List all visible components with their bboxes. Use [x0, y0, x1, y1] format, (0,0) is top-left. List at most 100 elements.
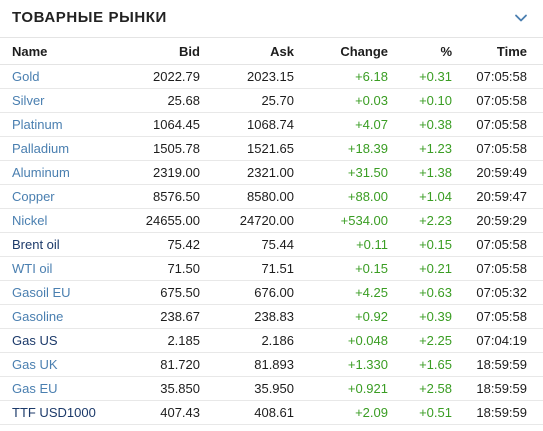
- time-value: 20:59:47: [452, 184, 543, 209]
- table-body: Gold 2022.79 2023.15 +6.18 +0.31 07:05:58 Silv…: [0, 64, 543, 425]
- change-value: +6.18: [294, 64, 388, 89]
- ask-value: 8580.00: [200, 184, 294, 209]
- percent-change-value: +0.10: [388, 88, 452, 113]
- table-row[interactable]: Brent oil 75.42 75.44 +0.11 +0.15 07:05:58: [0, 232, 543, 257]
- table-row[interactable]: Silver 25.68 25.70 +0.03 +0.10 07:05:58: [0, 88, 543, 113]
- table-row[interactable]: Gold 2022.79 2023.15 +6.18 +0.31 07:05:58: [0, 64, 543, 89]
- table-row[interactable]: WTI oil 71.50 71.51 +0.15 +0.21 07:05:58: [0, 256, 543, 281]
- column-header-ask[interactable]: Ask: [200, 38, 294, 65]
- commodity-name-link[interactable]: Gold: [0, 64, 100, 89]
- time-value: 07:04:19: [452, 328, 543, 353]
- table-row[interactable]: Gas UK 81.720 81.893 +1.330 +1.65 18:59:59: [0, 352, 543, 377]
- change-value: +0.11: [294, 232, 388, 257]
- bid-value: 238.67: [100, 304, 200, 329]
- table-header: Name Bid Ask Change % Time: [0, 38, 543, 65]
- commodity-name-link[interactable]: Gasoline: [0, 304, 100, 329]
- ask-value: 35.950: [200, 376, 294, 401]
- percent-change-value: +1.04: [388, 184, 452, 209]
- commodity-name-link[interactable]: Silver: [0, 88, 100, 113]
- ask-value: 238.83: [200, 304, 294, 329]
- ask-value: 676.00: [200, 280, 294, 305]
- time-value: 18:59:59: [452, 400, 543, 425]
- table-row[interactable]: Platinum 1064.45 1068.74 +4.07 +0.38 07:05:58: [0, 112, 543, 137]
- commodity-name-link[interactable]: Copper: [0, 184, 100, 209]
- bid-value: 675.50: [100, 280, 200, 305]
- bid-value: 1064.45: [100, 112, 200, 137]
- ask-value: 24720.00: [200, 208, 294, 233]
- time-value: 07:05:32: [452, 280, 543, 305]
- column-header-name[interactable]: Name: [0, 38, 100, 65]
- change-value: +88.00: [294, 184, 388, 209]
- ask-value: 81.893: [200, 352, 294, 377]
- table-row[interactable]: Gas US 2.185 2.186 +0.048 +2.25 07:04:19: [0, 328, 543, 353]
- change-value: +0.92: [294, 304, 388, 329]
- percent-change-value: +2.23: [388, 208, 452, 233]
- table-row[interactable]: Copper 8576.50 8580.00 +88.00 +1.04 20:59:47: [0, 184, 543, 209]
- ask-value: 75.44: [200, 232, 294, 257]
- commodity-name-link[interactable]: Gas UK: [0, 352, 100, 377]
- table-row[interactable]: Aluminum 2319.00 2321.00 +31.50 +1.38 20:59:4…: [0, 160, 543, 185]
- table-row[interactable]: Gasoline 238.67 238.83 +0.92 +0.39 07:05:58: [0, 304, 543, 329]
- commodity-name-link[interactable]: Platinum: [0, 112, 100, 137]
- change-value: +0.15: [294, 256, 388, 281]
- change-value: +1.330: [294, 352, 388, 377]
- percent-change-value: +0.51: [388, 400, 452, 425]
- bid-value: 2.185: [100, 328, 200, 353]
- table-row[interactable]: Gasoil EU 675.50 676.00 +4.25 +0.63 07:05:32: [0, 280, 543, 305]
- bid-value: 2022.79: [100, 64, 200, 89]
- bid-value: 71.50: [100, 256, 200, 281]
- percent-change-value: +2.58: [388, 376, 452, 401]
- ask-value: 71.51: [200, 256, 294, 281]
- table-row[interactable]: Nickel 24655.00 24720.00 +534.00 +2.23 20:59:…: [0, 208, 543, 233]
- percent-change-value: +0.21: [388, 256, 452, 281]
- change-value: +4.25: [294, 280, 388, 305]
- percent-change-value: +0.63: [388, 280, 452, 305]
- commodity-name-link[interactable]: Gas US: [0, 328, 100, 353]
- commodity-name-link[interactable]: Aluminum: [0, 160, 100, 185]
- bid-value: 75.42: [100, 232, 200, 257]
- table-row[interactable]: Palladium 1505.78 1521.65 +18.39 +1.23 07:05:…: [0, 136, 543, 161]
- column-header-percent[interactable]: %: [388, 38, 452, 65]
- column-header-change[interactable]: Change: [294, 38, 388, 65]
- ask-value: 408.61: [200, 400, 294, 425]
- commodity-name-link[interactable]: WTI oil: [0, 256, 100, 281]
- time-value: 07:05:58: [452, 136, 543, 161]
- header-row: Name Bid Ask Change % Time: [0, 38, 543, 65]
- bid-value: 2319.00: [100, 160, 200, 185]
- percent-change-value: +2.25: [388, 328, 452, 353]
- ask-value: 1068.74: [200, 112, 294, 137]
- chevron-down-icon: [515, 14, 527, 22]
- change-value: +534.00: [294, 208, 388, 233]
- commodity-name-link[interactable]: Gas EU: [0, 376, 100, 401]
- bid-value: 1505.78: [100, 136, 200, 161]
- column-header-time[interactable]: Time: [452, 38, 543, 65]
- table-row[interactable]: Gas EU 35.850 35.950 +0.921 +2.58 18:59:59: [0, 376, 543, 401]
- bid-value: 8576.50: [100, 184, 200, 209]
- change-value: +18.39: [294, 136, 388, 161]
- time-value: 07:05:58: [452, 112, 543, 137]
- commodity-name-link[interactable]: Nickel: [0, 208, 100, 233]
- column-header-bid[interactable]: Bid: [100, 38, 200, 65]
- commodities-table: Name Bid Ask Change % Time Gold 2022.79 20…: [0, 38, 543, 425]
- table-row[interactable]: TTF USD1000 407.43 408.61 +2.09 +0.51 18:59:5…: [0, 400, 543, 425]
- ask-value: 2023.15: [200, 64, 294, 89]
- commodity-name-link[interactable]: TTF USD1000: [0, 400, 100, 425]
- bid-value: 35.850: [100, 376, 200, 401]
- ask-value: 2321.00: [200, 160, 294, 185]
- bid-value: 407.43: [100, 400, 200, 425]
- header-divider: [0, 37, 543, 38]
- commodity-name-link[interactable]: Brent oil: [0, 232, 100, 257]
- ask-value: 2.186: [200, 328, 294, 353]
- bid-value: 25.68: [100, 88, 200, 113]
- widget-title: ТОВАРНЫЕ РЫНКИ: [12, 9, 167, 26]
- time-value: 07:05:58: [452, 64, 543, 89]
- commodity-name-link[interactable]: Palladium: [0, 136, 100, 161]
- collapse-button[interactable]: [513, 10, 529, 26]
- time-value: 07:05:58: [452, 304, 543, 329]
- commodity-name-link[interactable]: Gasoil EU: [0, 280, 100, 305]
- percent-change-value: +1.38: [388, 160, 452, 185]
- change-value: +0.048: [294, 328, 388, 353]
- ask-value: 1521.65: [200, 136, 294, 161]
- change-value: +2.09: [294, 400, 388, 425]
